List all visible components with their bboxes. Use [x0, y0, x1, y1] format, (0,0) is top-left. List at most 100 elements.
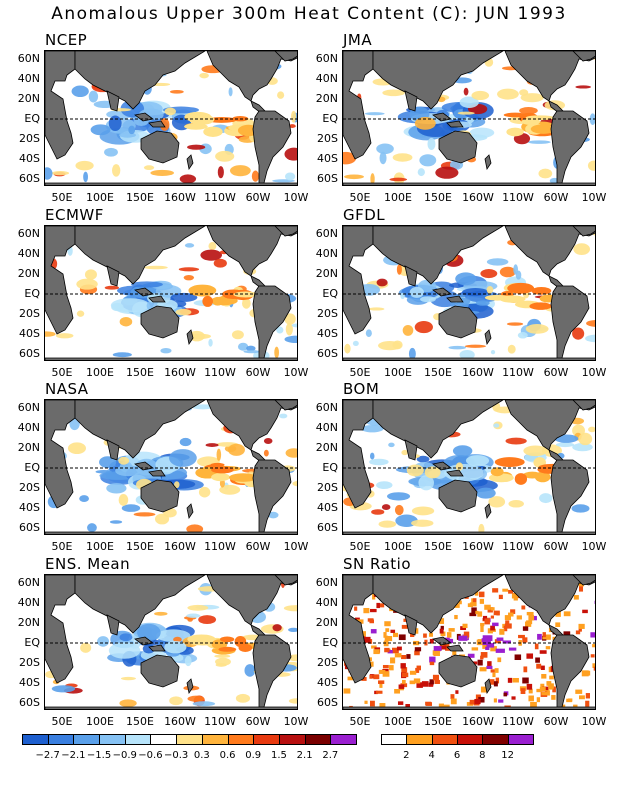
sn-colorbar-label: 2 [403, 750, 410, 761]
cold-anomaly-patch [179, 437, 192, 447]
warm-anomaly-patch [508, 500, 524, 508]
lat-tick-label: 60N [315, 576, 338, 589]
lat-tick-label: 40S [317, 501, 338, 514]
warm-anomaly-patch [215, 150, 235, 162]
warm-anomaly-patch [119, 316, 133, 327]
lat-tick-label: 40N [315, 421, 338, 434]
warm-anomaly-patch [184, 111, 212, 122]
sn-ratio-cell [479, 598, 485, 604]
sn-ratio-cell [522, 677, 529, 684]
sn-ratio-cell [492, 622, 499, 627]
warm-anomaly-patch [538, 168, 553, 179]
sn-ratio-cell [421, 681, 429, 687]
cold-anomaly-patch [490, 349, 496, 355]
sn-ratio-cell [511, 696, 516, 700]
warm-anomaly-patch [229, 165, 251, 177]
anomaly-colorbar-box [278, 734, 306, 745]
anomaly-colorbar-box [124, 734, 152, 745]
land-mass [484, 329, 492, 346]
lat-tick-label: EQ [322, 461, 338, 474]
sn-ratio-cell [433, 646, 442, 651]
lon-tick-label: 110W [502, 366, 534, 379]
anomaly-field [45, 233, 297, 360]
land-mass [343, 706, 595, 709]
lat-tick-label: 60N [315, 401, 338, 414]
sn-ratio-cell [503, 692, 508, 697]
sn-ratio-cell [415, 667, 420, 673]
lon-tick-label: 10W [283, 715, 309, 728]
anomaly-colorbar-label: 2.7 [322, 750, 339, 761]
land-mass [45, 357, 297, 360]
warm-anomaly-patch [67, 442, 86, 455]
lon-tick-label: 50E [349, 540, 371, 553]
warm-anomaly-patch [104, 285, 120, 290]
cold-anomaly-patch [246, 345, 256, 352]
sn-ratio-cell [396, 646, 402, 651]
land-mass [550, 634, 590, 709]
sn-ratio-cell [475, 610, 479, 615]
lat-tick-label: 40N [315, 596, 338, 609]
panel-title: GFDL [343, 206, 386, 224]
sn-ratio-cell [479, 667, 487, 672]
sn-ratio-cell [382, 668, 389, 674]
lon-tick-label: 50E [349, 715, 371, 728]
warm-anomaly-patch [530, 124, 556, 134]
sn-ratio-cell [536, 688, 543, 693]
cold-anomaly-patch [71, 85, 89, 98]
sn-ratio-cell [397, 701, 404, 705]
warm-anomaly-patch [534, 471, 551, 483]
sn-ratio-cell [410, 632, 415, 637]
lat-tick-label: 20S [317, 307, 338, 320]
land-mask [45, 575, 297, 709]
land-mass [106, 439, 120, 461]
land-mass [206, 51, 297, 102]
warm-anomaly-patch [178, 267, 200, 272]
world-map [343, 226, 595, 360]
warm-anomaly-patch [382, 89, 405, 97]
lon-tick-label: 160W [164, 715, 196, 728]
warm-anomaly-patch [217, 166, 224, 179]
lon-tick-label: 60W [245, 715, 271, 728]
sn-ratio-cell [480, 655, 484, 660]
sn-ratio-cell [462, 623, 468, 629]
warm-anomaly-patch [505, 437, 527, 445]
land-mass [140, 130, 180, 164]
land-mass [504, 226, 595, 277]
land-mass [45, 575, 76, 684]
sn-ratio-cell [526, 611, 534, 616]
land-mass [404, 439, 418, 461]
sn-ratio-cell [385, 628, 390, 632]
land-mass [252, 459, 292, 534]
lat-tick-label: 20S [19, 481, 40, 494]
warm-anomaly-patch [187, 695, 205, 702]
lon-tick-label: 110W [204, 540, 236, 553]
sn-ratio-cell [535, 657, 540, 663]
sn-ratio-cell [581, 670, 589, 677]
lon-tick-label: 50E [51, 715, 73, 728]
cold-anomaly-patch [237, 342, 249, 351]
warm-anomaly-patch [457, 111, 475, 115]
lat-tick-label: 20N [17, 441, 40, 454]
sn-ratio-cell [575, 630, 581, 635]
cold-anomaly-patch [462, 288, 489, 297]
lat-tick-label: 20N [315, 92, 338, 105]
sn-ratio-cell [438, 703, 444, 709]
lat-tick-label: 40N [17, 596, 40, 609]
lon-tick-label: 50E [349, 366, 371, 379]
sn-ratio-cell [536, 697, 541, 703]
warm-anomaly-patch [51, 171, 70, 176]
lon-tick-label: 60W [543, 366, 569, 379]
land-mask [45, 400, 297, 534]
anomaly-colorbar-label: −1.5 [86, 750, 112, 761]
lon-tick-label: 10W [581, 191, 607, 204]
sn-ratio-cell [536, 663, 542, 669]
lat-tick-label: 20N [17, 267, 40, 280]
warm-anomaly-patch [218, 646, 237, 652]
land-mass [372, 400, 504, 459]
cold-anomaly-patch [571, 504, 590, 513]
warm-anomaly-patch [229, 473, 258, 482]
sn-ratio-cell [432, 650, 438, 656]
lat-tick-label: 60S [19, 521, 40, 534]
sn-ratio-cell [490, 625, 495, 631]
sn-ratio-cell [555, 611, 561, 617]
